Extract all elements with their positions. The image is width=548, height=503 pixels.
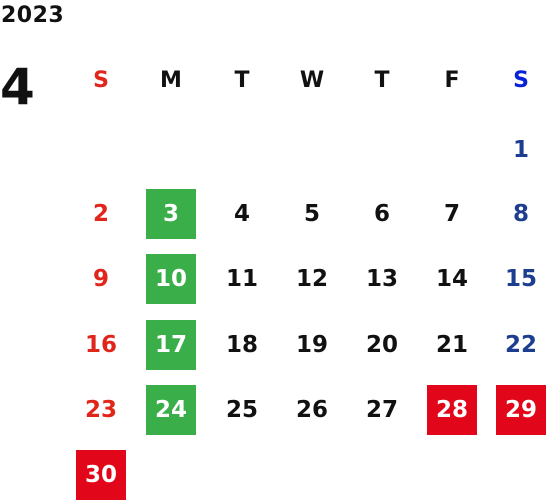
weekday-header-wed: W [299, 67, 325, 93]
day-cell-17: 17 [146, 320, 196, 370]
day-cell-13: 13 [365, 266, 398, 292]
weekday-header-mon: M [160, 67, 182, 93]
day-cell-11: 11 [225, 266, 258, 292]
day-cell-3: 3 [146, 189, 196, 239]
day-cell-8: 8 [512, 201, 529, 227]
day-cell-21: 21 [435, 332, 468, 358]
day-cell-16: 16 [84, 332, 117, 358]
day-cell-20: 20 [365, 332, 398, 358]
day-cell-5: 5 [303, 201, 320, 227]
day-cell-18: 18 [225, 332, 258, 358]
day-cell-12: 12 [295, 266, 328, 292]
day-cell-29: 29 [496, 385, 546, 435]
day-cell-14: 14 [435, 266, 468, 292]
weekday-header-sun: S [93, 67, 109, 93]
weekday-header-tue: T [234, 67, 250, 93]
day-cell-1: 1 [512, 137, 529, 163]
day-cell-9: 9 [92, 266, 109, 292]
day-cell-25: 25 [225, 397, 258, 423]
day-cell-6: 6 [373, 201, 390, 227]
day-cell-2: 2 [92, 201, 109, 227]
weekday-header-sat: S [513, 67, 529, 93]
month-number: 4 [0, 58, 35, 116]
day-cell-28: 28 [427, 385, 477, 435]
day-cell-15: 15 [504, 266, 537, 292]
day-cell-30: 30 [76, 450, 126, 500]
day-cell-23: 23 [84, 397, 117, 423]
weekday-header-fri: F [444, 67, 460, 93]
day-cell-19: 19 [295, 332, 328, 358]
day-cell-4: 4 [233, 201, 250, 227]
day-cell-22: 22 [504, 332, 537, 358]
day-cell-10: 10 [146, 254, 196, 304]
day-cell-24: 24 [146, 385, 196, 435]
day-cell-7: 7 [443, 201, 460, 227]
year-label: 2023 [1, 3, 65, 28]
day-cell-27: 27 [365, 397, 398, 423]
weekday-header-thu: T [374, 67, 390, 93]
day-cell-26: 26 [295, 397, 328, 423]
